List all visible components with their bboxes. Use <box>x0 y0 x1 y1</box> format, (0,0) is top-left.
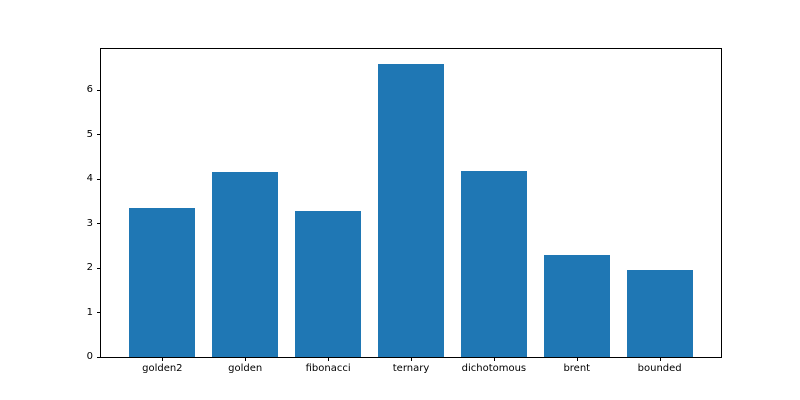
y-tick-mark <box>97 89 101 91</box>
x-tick-label: golden2 <box>142 363 183 374</box>
x-tick-label: golden <box>228 363 263 374</box>
x-tick-mark <box>162 357 164 361</box>
x-tick-mark <box>411 357 412 361</box>
y-tick-label: 2 <box>86 262 93 274</box>
y-tick-label: 3 <box>86 217 93 229</box>
y-tick-mark <box>97 134 101 136</box>
x-tick-label: fibonacci <box>305 363 351 374</box>
y-tick-label: 5 <box>86 128 93 140</box>
y-tick-label: 6 <box>86 84 93 96</box>
x-tick-label: bounded <box>637 363 682 374</box>
bar-golden2 <box>129 207 196 357</box>
bar-brent <box>543 255 610 357</box>
x-tick-mark <box>245 357 247 361</box>
bar-bounded <box>626 270 693 357</box>
x-tick-mark <box>576 357 578 361</box>
y-tick-label: 4 <box>86 173 93 185</box>
bar-golden <box>212 172 279 357</box>
y-tick-label: 0 <box>86 351 93 362</box>
plot-area: 0 1 2 3 4 5 6 golden2 golden fibonacci ternary dic… <box>87 48 722 374</box>
x-tick-label: dichotomous <box>461 363 527 374</box>
y-tick-mark <box>97 356 101 358</box>
y-tick-mark <box>97 178 101 180</box>
y-tick-mark <box>97 312 101 314</box>
y-tick-label: 1 <box>86 306 93 318</box>
bar-dichotomous <box>460 171 528 357</box>
x-tick-mark <box>493 357 495 361</box>
x-tick-label: brent <box>563 363 591 374</box>
bar-ternary <box>377 64 445 357</box>
y-tick-mark <box>97 267 101 269</box>
x-tick-label: ternary <box>392 363 430 374</box>
x-tick-mark <box>328 357 330 361</box>
y-tick-mark <box>97 223 101 225</box>
bar-fibonacci <box>294 211 362 357</box>
x-tick-mark <box>659 357 661 361</box>
